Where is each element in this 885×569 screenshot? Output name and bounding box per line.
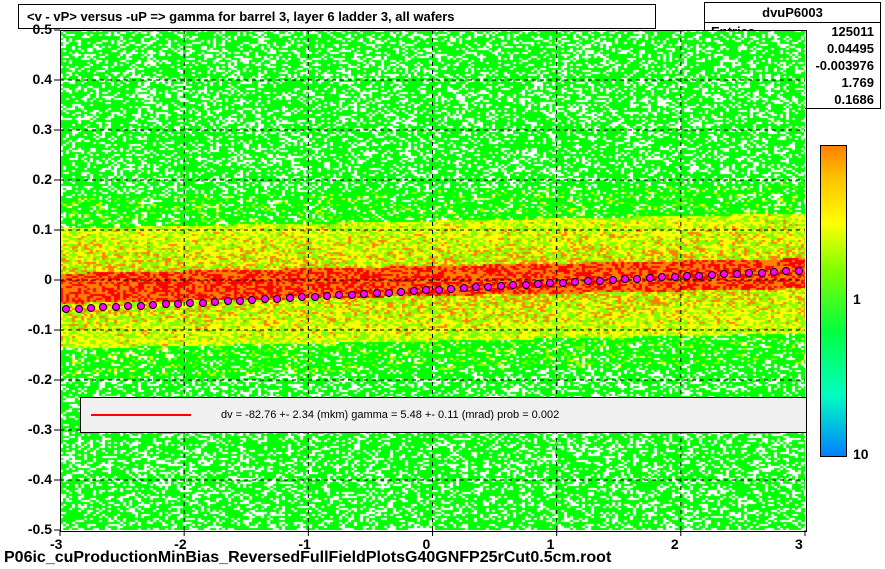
- profile-marker: [509, 281, 517, 289]
- profile-marker: [62, 305, 70, 313]
- profile-marker: [621, 275, 629, 283]
- profile-marker: [149, 301, 157, 309]
- profile-marker: [584, 277, 592, 285]
- profile-marker: [186, 299, 194, 307]
- profile-marker: [335, 291, 343, 299]
- stats-name: dvuP6003: [705, 3, 880, 23]
- y-tick-label: -0.2: [28, 371, 52, 387]
- profile-marker: [708, 271, 716, 279]
- profile-marker: [720, 270, 728, 278]
- profile-marker: [273, 295, 281, 303]
- profile-marker: [261, 295, 269, 303]
- profile-marker: [385, 289, 393, 297]
- x-tick-label: -1: [298, 536, 310, 552]
- profile-marker: [323, 292, 331, 300]
- fit-legend: dv = -82.76 +- 2.34 (mkm) gamma = 5.48 +…: [80, 397, 807, 433]
- profile-marker: [435, 286, 443, 294]
- profile-marker: [174, 300, 182, 308]
- profile-marker: [348, 291, 356, 299]
- y-tick-label: 0.2: [33, 171, 52, 187]
- profile-marker: [99, 303, 107, 311]
- fit-line-sample: [91, 414, 191, 416]
- fit-text: dv = -82.76 +- 2.34 (mkm) gamma = 5.48 +…: [221, 409, 559, 421]
- stats-entries-val: 125011: [831, 24, 874, 39]
- profile-marker: [373, 289, 381, 297]
- x-tick-label: -3: [50, 536, 62, 552]
- profile-marker: [472, 283, 480, 291]
- profile-marker: [633, 275, 641, 283]
- profile-marker: [695, 272, 703, 280]
- y-tick-label: 0.5: [33, 21, 52, 37]
- profile-marker: [360, 290, 368, 298]
- profile-marker: [460, 284, 468, 292]
- colorbar-tick-label: 10: [853, 446, 869, 462]
- profile-marker: [559, 279, 567, 287]
- profile-marker: [546, 279, 554, 287]
- profile-marker: [683, 272, 691, 280]
- profile-marker: [658, 273, 666, 281]
- profile-marker: [522, 281, 530, 289]
- profile-marker: [87, 304, 95, 312]
- x-tick-label: 2: [671, 536, 679, 552]
- x-tick-label: 3: [795, 536, 803, 552]
- x-tick-label: 0: [423, 536, 431, 552]
- profile-marker: [211, 298, 219, 306]
- y-tick-label: 0.4: [33, 71, 52, 87]
- y-tick-label: -0.5: [28, 521, 52, 537]
- y-tick-label: -0.3: [28, 421, 52, 437]
- x-tick-label: -2: [174, 536, 186, 552]
- profile-marker: [124, 302, 132, 310]
- y-tick-label: -0.1: [28, 321, 52, 337]
- profile-marker: [162, 300, 170, 308]
- profile-marker: [286, 294, 294, 302]
- stats-rmsy-val: 0.1686: [834, 92, 874, 107]
- profile-marker: [137, 302, 145, 310]
- profile-marker: [236, 297, 244, 305]
- profile-marker: [410, 287, 418, 295]
- stats-rmsx-val: 1.769: [841, 75, 874, 90]
- profile-marker: [571, 278, 579, 286]
- profile-marker: [199, 299, 207, 307]
- y-tick-label: 0.1: [33, 221, 52, 237]
- profile-marker: [596, 277, 604, 285]
- profile-marker: [248, 296, 256, 304]
- profile-marker: [397, 288, 405, 296]
- profile-marker: [112, 303, 120, 311]
- profile-marker: [484, 283, 492, 291]
- colorbar: [820, 145, 847, 457]
- chart-title: <v - vP> versus -uP => gamma for barrel …: [18, 4, 656, 29]
- profile-marker: [646, 274, 654, 282]
- profile-marker: [497, 282, 505, 290]
- profile-marker: [609, 276, 617, 284]
- profile-marker: [782, 267, 790, 275]
- profile-marker: [422, 286, 430, 294]
- profile-marker: [745, 269, 753, 277]
- profile-marker: [298, 293, 306, 301]
- profile-marker: [770, 268, 778, 276]
- profile-marker: [671, 273, 679, 281]
- profile-marker: [224, 297, 232, 305]
- y-tick-label: 0.3: [33, 121, 52, 137]
- stats-meanx-val: 0.04495: [827, 41, 874, 56]
- profile-marker: [733, 270, 741, 278]
- x-tick-label: 1: [547, 536, 555, 552]
- y-tick-label: -0.4: [28, 471, 52, 487]
- stats-meany-val: -0.003976: [815, 58, 874, 73]
- colorbar-tick-label: 1: [853, 291, 861, 307]
- profile-marker: [758, 269, 766, 277]
- profile-marker: [447, 285, 455, 293]
- heatmap-canvas: [60, 30, 805, 530]
- profile-marker: [75, 305, 83, 313]
- profile-marker: [795, 267, 803, 275]
- y-tick-label: 0: [44, 271, 52, 287]
- profile-marker: [534, 280, 542, 288]
- profile-marker: [311, 293, 319, 301]
